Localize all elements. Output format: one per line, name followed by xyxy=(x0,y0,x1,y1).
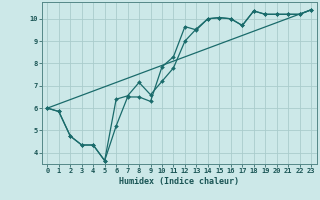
X-axis label: Humidex (Indice chaleur): Humidex (Indice chaleur) xyxy=(119,177,239,186)
